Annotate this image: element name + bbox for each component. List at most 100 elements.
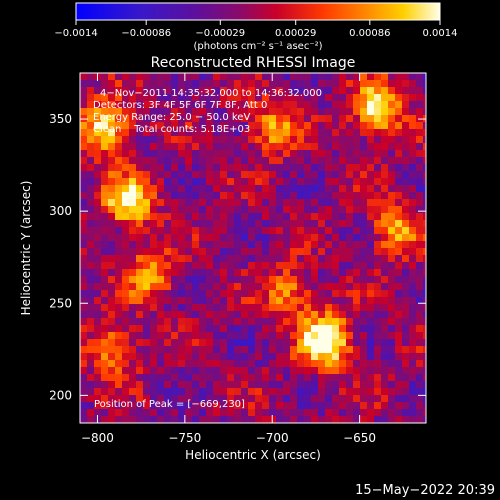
- heatmap-cell: [304, 346, 311, 353]
- heatmap-cell: [122, 157, 129, 164]
- heatmap-cell: [269, 143, 276, 150]
- heatmap-cell: [129, 248, 136, 255]
- heatmap-cell: [80, 304, 87, 311]
- heatmap-cell: [262, 402, 269, 409]
- heatmap-cell: [234, 150, 241, 157]
- heatmap-cell: [339, 248, 346, 255]
- heatmap-cell: [374, 122, 381, 129]
- heatmap-cell: [325, 164, 332, 171]
- heatmap-cell: [395, 199, 402, 206]
- heatmap-cell: [262, 122, 269, 129]
- heatmap-cell: [129, 199, 136, 206]
- heatmap-cell: [220, 395, 227, 402]
- heatmap-cell: [297, 227, 304, 234]
- heatmap-cell: [381, 206, 388, 213]
- heatmap-cell: [143, 185, 150, 192]
- heatmap-cell: [374, 248, 381, 255]
- heatmap-cell: [178, 164, 185, 171]
- heatmap-cell: [136, 353, 143, 360]
- heatmap-cell: [220, 220, 227, 227]
- heatmap-cell: [157, 360, 164, 367]
- heatmap-cell: [325, 143, 332, 150]
- heatmap-cell: [297, 269, 304, 276]
- heatmap-cell: [388, 199, 395, 206]
- heatmap-cell: [269, 185, 276, 192]
- heatmap-cell: [276, 339, 283, 346]
- heatmap-cell: [206, 150, 213, 157]
- heatmap-cell: [339, 227, 346, 234]
- heatmap-cell: [339, 80, 346, 87]
- heatmap-cell: [192, 213, 199, 220]
- heatmap-cell: [164, 353, 171, 360]
- heatmap-cell: [311, 164, 318, 171]
- heatmap-cell: [367, 262, 374, 269]
- heatmap-cell: [353, 283, 360, 290]
- heatmap-cell: [143, 199, 150, 206]
- heatmap-cell: [213, 269, 220, 276]
- chart-title: Reconstructed RHESSI Image: [151, 55, 356, 71]
- heatmap-cell: [115, 332, 122, 339]
- heatmap-cell: [367, 206, 374, 213]
- heatmap-cell: [381, 164, 388, 171]
- heatmap-cell: [325, 339, 332, 346]
- heatmap-cell: [241, 367, 248, 374]
- heatmap-cell: [332, 402, 339, 409]
- heatmap-cell: [395, 402, 402, 409]
- heatmap-cell: [80, 262, 87, 269]
- heatmap-cell: [227, 255, 234, 262]
- heatmap-cell: [297, 381, 304, 388]
- heatmap-cell: [178, 311, 185, 318]
- heatmap-cell: [143, 416, 150, 423]
- heatmap-cell: [157, 206, 164, 213]
- heatmap-cell: [206, 241, 213, 248]
- heatmap-cell: [80, 360, 87, 367]
- heatmap-cell: [185, 234, 192, 241]
- heatmap-cell: [332, 94, 339, 101]
- heatmap-cell: [80, 402, 87, 409]
- heatmap-cell: [297, 234, 304, 241]
- heatmap-cell: [185, 108, 192, 115]
- heatmap-cell: [213, 206, 220, 213]
- heatmap-cell: [381, 241, 388, 248]
- heatmap-cell: [129, 388, 136, 395]
- heatmap-cell: [353, 234, 360, 241]
- heatmap-cell: [192, 150, 199, 157]
- heatmap-cell: [108, 388, 115, 395]
- heatmap-cell: [94, 388, 101, 395]
- heatmap-cell: [297, 304, 304, 311]
- heatmap-cell: [157, 241, 164, 248]
- heatmap-cell: [192, 353, 199, 360]
- heatmap-cell: [101, 115, 108, 122]
- heatmap-cell: [241, 290, 248, 297]
- heatmap-cell: [185, 353, 192, 360]
- heatmap-cell: [381, 311, 388, 318]
- heatmap-cell: [339, 101, 346, 108]
- heatmap-cell: [129, 192, 136, 199]
- heatmap-cell: [318, 269, 325, 276]
- heatmap-cell: [185, 115, 192, 122]
- heatmap-cell: [192, 171, 199, 178]
- heatmap-cell: [157, 290, 164, 297]
- heatmap-cell: [101, 325, 108, 332]
- heatmap-cell: [325, 290, 332, 297]
- heatmap-cell: [409, 311, 416, 318]
- heatmap-cell: [353, 388, 360, 395]
- heatmap-cell: [311, 269, 318, 276]
- heatmap-cell: [416, 353, 423, 360]
- heatmap-cell: [220, 325, 227, 332]
- heatmap-cell: [374, 178, 381, 185]
- heatmap-cell: [143, 318, 150, 325]
- heatmap-cell: [157, 248, 164, 255]
- heatmap-cell: [276, 108, 283, 115]
- heatmap-cell: [143, 73, 150, 80]
- heatmap-cell: [129, 129, 136, 136]
- heatmap-cell: [157, 234, 164, 241]
- heatmap-cell: [360, 241, 367, 248]
- heatmap-cell: [381, 346, 388, 353]
- heatmap-cell: [185, 199, 192, 206]
- heatmap-cell: [346, 395, 353, 402]
- heatmap-cell: [136, 192, 143, 199]
- heatmap-cell: [388, 360, 395, 367]
- heatmap-cell: [353, 416, 360, 423]
- heatmap-cell: [220, 234, 227, 241]
